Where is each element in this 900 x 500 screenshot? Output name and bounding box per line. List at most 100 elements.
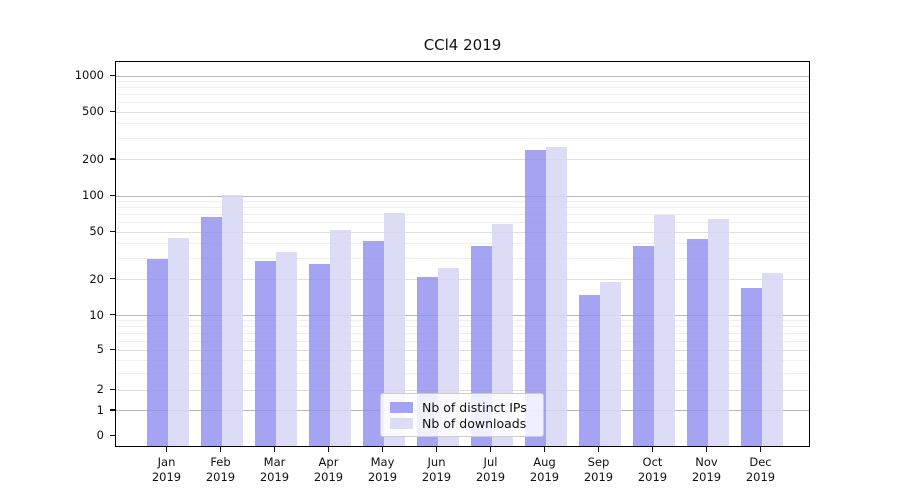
gridline <box>116 360 809 362</box>
gridline <box>116 333 809 335</box>
bar-nov-2019-nb-of-downloads <box>707 218 729 447</box>
bar-apr-2019-nb-of-distinct-ips <box>308 264 330 447</box>
bar-sep-2019-nb-of-downloads <box>599 282 621 447</box>
y-tick-label: 20 <box>89 271 104 286</box>
y-tick-mark <box>110 230 115 232</box>
bar-may-2019-nb-of-downloads <box>383 213 405 447</box>
bar-mar-2019-nb-of-distinct-ips <box>254 260 276 447</box>
gridline <box>116 195 809 197</box>
gridline <box>116 320 809 322</box>
x-tick-label: Oct 2019 <box>637 455 668 484</box>
x-tick-mark <box>219 447 222 452</box>
legend-row: Nb of downloads <box>390 416 534 431</box>
chart-title: CCl4 2019 <box>423 36 502 54</box>
plot-area: Nb of distinct IPs Nb of downloads <box>115 61 810 447</box>
x-tick-label: Apr 2019 <box>313 455 344 484</box>
bar-oct-2019-nb-of-distinct-ips <box>632 246 654 447</box>
y-tick-label: 5 <box>96 342 104 357</box>
bar-feb-2019-nb-of-distinct-ips <box>200 216 222 447</box>
y-tick-mark <box>110 388 115 390</box>
x-tick-mark <box>381 447 384 452</box>
legend-swatch-downloads <box>390 417 413 429</box>
gridline <box>116 123 809 125</box>
x-tick-label: Sep 2019 <box>583 455 614 484</box>
bar-sep-2019-nb-of-distinct-ips <box>578 294 600 447</box>
bar-aug-2019-nb-of-downloads <box>545 147 567 447</box>
gridline <box>116 138 809 140</box>
y-tick-label: 200 <box>82 151 104 166</box>
x-tick-mark <box>273 447 276 452</box>
gridline <box>116 373 809 375</box>
y-tick-mark <box>110 110 115 112</box>
y-tick-label: 50 <box>89 224 104 239</box>
gridline <box>116 207 809 209</box>
x-tick-label: Feb 2019 <box>205 455 236 484</box>
x-tick-mark <box>327 447 330 452</box>
y-tick-label: 10 <box>89 307 104 322</box>
x-tick-mark <box>759 447 762 452</box>
x-tick-mark <box>705 447 708 452</box>
y-tick-label: 1 <box>96 402 104 417</box>
gridline <box>116 111 809 113</box>
legend: Nb of distinct IPs Nb of downloads <box>380 393 544 437</box>
legend-row: Nb of distinct IPs <box>390 400 534 415</box>
bar-nov-2019-nb-of-distinct-ips <box>686 238 708 447</box>
x-tick-mark <box>597 447 600 452</box>
gridline <box>116 258 809 260</box>
bar-dec-2019-nb-of-distinct-ips <box>740 288 762 447</box>
y-tick-mark <box>110 158 115 160</box>
x-tick-mark <box>489 447 492 452</box>
bar-apr-2019-nb-of-downloads <box>329 230 351 447</box>
y-tick-mark <box>110 434 115 436</box>
gridline <box>116 94 809 96</box>
y-tick-label: 100 <box>82 188 104 203</box>
x-tick-label: Jun 2019 <box>421 455 452 484</box>
gridline <box>116 326 809 328</box>
bar-jan-2019-nb-of-downloads <box>167 237 189 447</box>
x-tick-mark <box>543 447 546 452</box>
gridline <box>116 81 809 83</box>
bar-jul-2019-nb-of-downloads <box>491 224 513 447</box>
gridline <box>116 159 809 161</box>
gridline <box>116 214 809 216</box>
y-tick-label: 500 <box>82 104 104 119</box>
gridline <box>116 201 809 203</box>
y-tick-mark <box>110 409 115 411</box>
y-tick-mark <box>110 194 115 196</box>
y-tick-label: 1000 <box>74 68 104 83</box>
x-tick-label: Jan 2019 <box>151 455 182 484</box>
x-tick-mark <box>165 447 168 452</box>
y-tick-label: 0 <box>96 428 104 442</box>
gridline <box>116 243 809 245</box>
gridline <box>116 222 809 224</box>
bar-aug-2019-nb-of-distinct-ips <box>524 150 546 447</box>
gridline <box>116 279 809 281</box>
gridline <box>116 349 809 351</box>
x-tick-mark <box>435 447 438 452</box>
gridline <box>116 87 809 89</box>
y-tick-mark <box>110 314 115 316</box>
x-tick-label: Nov 2019 <box>691 455 722 484</box>
gridline <box>116 231 809 233</box>
bar-jan-2019-nb-of-distinct-ips <box>146 258 168 447</box>
bar-dec-2019-nb-of-downloads <box>761 272 783 447</box>
legend-label-distinct-ips: Nb of distinct IPs <box>422 399 527 415</box>
legend-swatch-distinct-ips <box>390 401 413 413</box>
y-tick-label: 2 <box>96 382 104 397</box>
y-tick-mark <box>110 348 115 350</box>
bar-oct-2019-nb-of-downloads <box>653 214 675 447</box>
bar-may-2019-nb-of-distinct-ips <box>362 241 384 447</box>
gridline <box>116 315 809 317</box>
y-tick-mark <box>110 278 115 280</box>
gridline <box>116 389 809 391</box>
bar-mar-2019-nb-of-downloads <box>275 252 297 447</box>
gridline <box>116 340 809 342</box>
gridline <box>116 102 809 104</box>
x-tick-label: Jul 2019 <box>475 455 506 484</box>
x-tick-label: May 2019 <box>367 455 398 484</box>
x-tick-label: Dec 2019 <box>745 455 776 484</box>
x-tick-mark <box>651 447 654 452</box>
x-tick-label: Mar 2019 <box>259 455 290 484</box>
x-tick-label: Aug 2019 <box>529 455 560 484</box>
